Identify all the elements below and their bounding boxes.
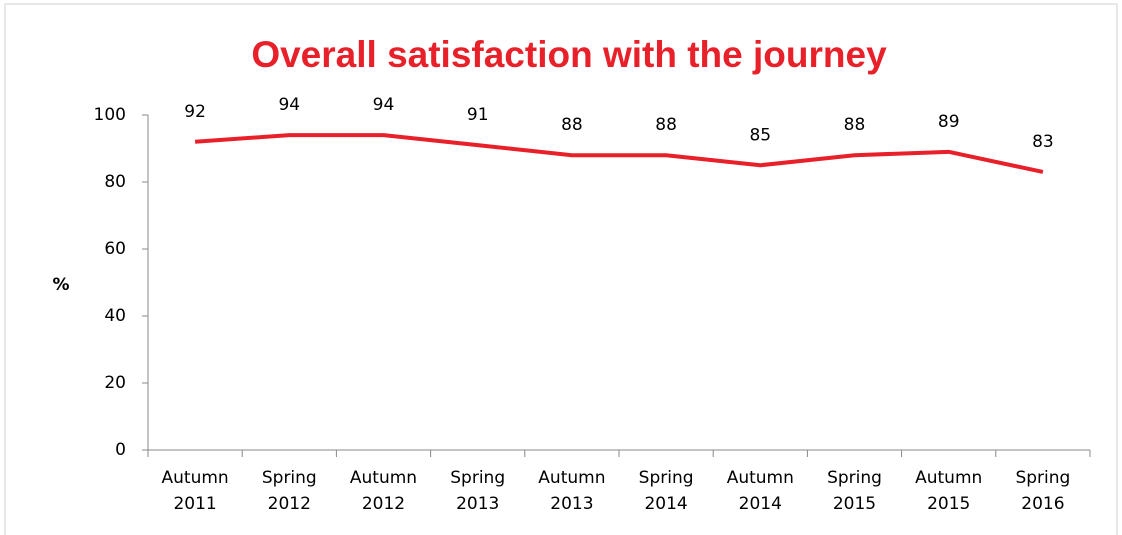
data-label: 92	[184, 102, 206, 122]
data-label: 88	[561, 115, 583, 135]
y-tick-label: 0	[115, 440, 126, 460]
y-tick-label: 100	[94, 105, 126, 125]
data-line	[194, 133, 1044, 174]
data-label: 83	[1032, 132, 1054, 152]
x-tick-label: Spring 2012	[262, 468, 317, 514]
data-label: 85	[749, 125, 771, 145]
data-label: 94	[278, 95, 300, 115]
x-tick-label: Autumn 2011	[162, 468, 229, 514]
data-label: 88	[655, 115, 677, 135]
x-tick-label: Autumn 2012	[350, 468, 417, 514]
y-tick-label: 60	[104, 239, 126, 259]
chart-frame	[4, 3, 1118, 535]
x-tick-label: Spring 2015	[827, 468, 882, 514]
x-tick-label: Spring 2013	[450, 468, 505, 514]
y-tick-label: 40	[104, 306, 126, 326]
y-axis-label: %	[52, 275, 69, 295]
chart-title: Overall satisfaction with the journey	[251, 34, 887, 75]
data-label: 88	[844, 115, 866, 135]
data-label: 94	[373, 95, 395, 115]
x-tick-label: Spring 2014	[639, 468, 694, 514]
data-label: 91	[467, 105, 489, 125]
y-tick-label: 80	[104, 172, 126, 192]
x-tick-label: Spring 2016	[1015, 468, 1070, 514]
y-tick-label: 20	[104, 373, 126, 393]
x-tick-label: Autumn 2014	[727, 468, 794, 514]
data-label: 89	[938, 112, 960, 132]
x-tick-label: Autumn 2015	[915, 468, 982, 514]
x-tick-label: Autumn 2013	[538, 468, 605, 514]
